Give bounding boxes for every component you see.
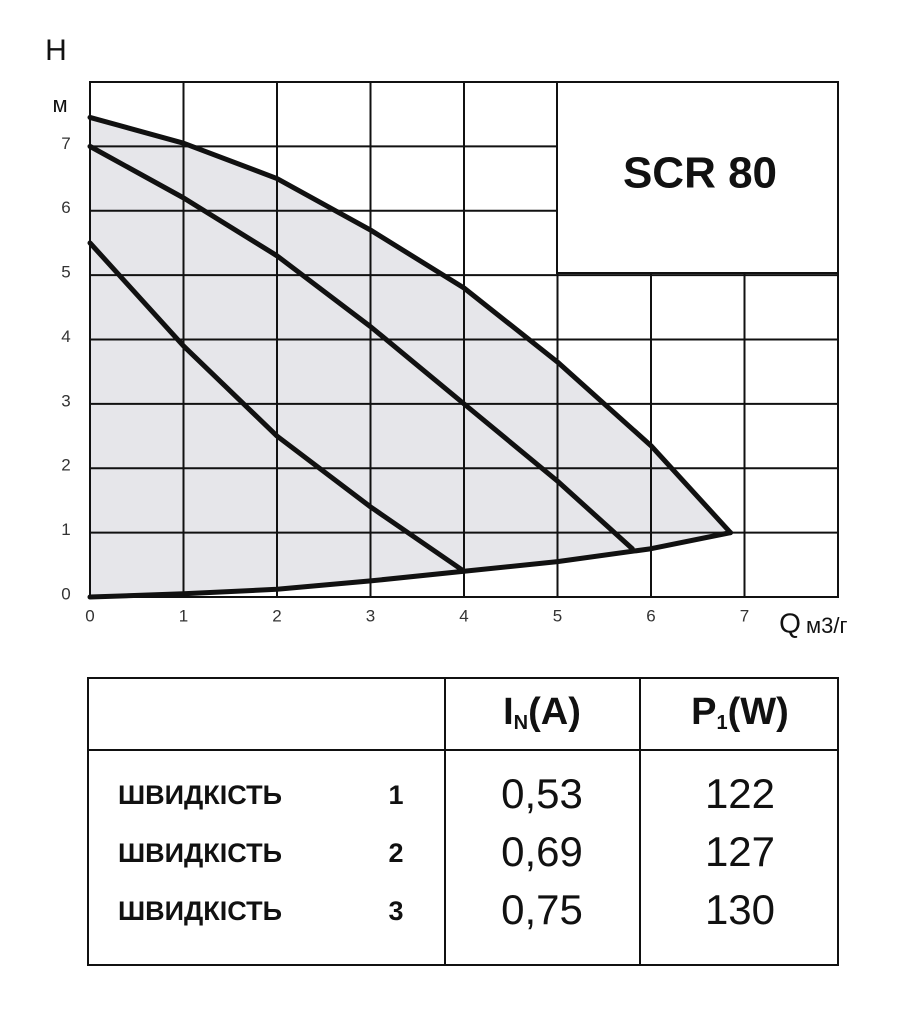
x-tick-label: 1 [179,606,188,625]
row-label: ШВИДКІСТЬ [118,896,282,926]
header-subscript: 1 [717,712,728,734]
cell-value: 0,75 [501,886,583,933]
column-header: IN(A) [503,691,581,734]
y-tick-label: 0 [61,584,70,603]
y-tick-label: 3 [61,391,70,410]
x-tick-label: 0 [85,606,94,625]
cell-value: 127 [705,828,775,875]
header-unit: (A) [528,691,581,733]
row-number: 1 [388,780,403,810]
x-tick-label: 4 [459,606,468,625]
plot [87,81,839,600]
column-header: P1(W) [691,691,789,734]
y-tick-label: 2 [61,456,70,475]
y-axis-label: H [45,34,67,67]
x-axis-label: Q [779,607,801,638]
x-tick-label: 6 [646,606,655,625]
curve [87,143,635,552]
cell-value: 130 [705,886,775,933]
y-tick-label: 5 [61,263,70,282]
x-tick-label: 2 [272,606,281,625]
y-tick-label: 4 [61,327,70,346]
table-frame [87,677,839,966]
curve [87,530,733,600]
cell-value: 122 [705,770,775,817]
chart-title: SCR 80 [623,149,777,198]
curve [87,114,733,536]
row-label: ШВИДКІСТЬ [118,838,282,868]
x-tick-label: 5 [553,606,562,625]
y-axis-unit: м [52,92,67,117]
y-tick-label: 1 [61,520,70,539]
header-symbol: I [503,691,514,733]
row-number: 3 [388,896,403,926]
header-unit: (W) [728,691,789,733]
cell-value: 0,53 [501,770,583,817]
curve [87,240,467,574]
x-tick-label: 7 [740,606,749,625]
x-tick-label: 3 [366,606,375,625]
y-tick-label: 7 [61,134,70,153]
x-axis-unit: м3/г [806,613,848,638]
plot-frame [89,81,839,598]
row-number: 2 [388,838,403,868]
y-tick-label: 6 [61,198,70,217]
title-panel [558,83,837,273]
row-label: ШВИДКІСТЬ [118,780,282,810]
header-symbol: P [691,691,716,733]
cell-value: 0,69 [501,828,583,875]
header-subscript: N [514,712,528,734]
